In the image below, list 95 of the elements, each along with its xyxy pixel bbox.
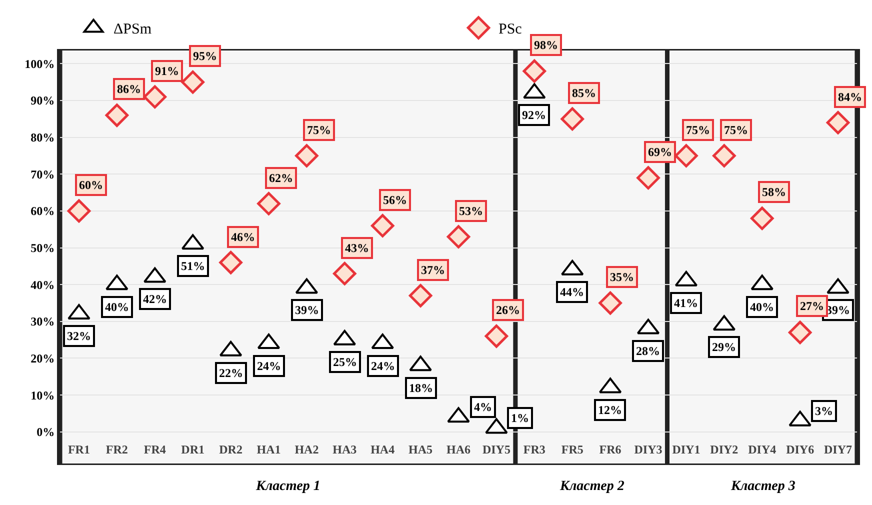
x-tick-label: DIY5 [482,442,510,457]
data-label: 58% [762,185,786,199]
data-label: 24% [371,359,395,373]
data-label: 75% [686,123,710,137]
data-label: 40% [750,300,774,314]
y-tick-label: 10% [30,388,55,402]
data-label: 69% [648,145,672,159]
point [67,199,91,223]
x-tick-label: FR2 [106,442,128,457]
x-tick-label: HA5 [408,442,433,457]
data-label: 24% [257,359,281,373]
data-label: 75% [307,123,331,137]
data-label: 95% [193,49,217,63]
data-label: 29% [712,340,736,354]
band-label: Кластер 1 [255,479,320,494]
point [370,214,394,238]
data-label: 46% [231,230,255,244]
data-label: 41% [674,296,698,310]
band-label: Кластер 2 [559,479,624,494]
point [674,144,698,168]
x-tick-label: FR5 [561,442,584,457]
y-tick-label: 20% [30,351,55,366]
data-label: 84% [838,90,862,104]
point [219,250,242,274]
data-label: 51% [181,259,205,273]
y-tick-label: 50% [30,241,55,255]
point [332,262,356,286]
point [750,206,774,230]
x-tick-label: HA4 [370,442,395,457]
point [295,144,318,168]
point [143,85,167,109]
x-tick-label: DR2 [219,442,242,457]
x-tick-label: HA6 [446,442,470,457]
data-label: 39% [295,303,319,317]
x-tick-label: DIY3 [634,442,662,457]
data-label: 42% [143,292,167,306]
legend-label: PSc [498,22,522,38]
data-label: 26% [496,303,520,317]
data-label: 86% [117,82,141,96]
legend-label: ΔPSm [114,22,152,38]
point [181,70,204,94]
data-label: 40% [105,300,129,314]
x-tick-label: DIY7 [824,442,852,457]
band-label: Кластер 3 [730,479,796,494]
x-tick-label: DIY4 [748,442,776,457]
y-tick-label: 0% [36,425,55,440]
y-tick-label: 100% [24,56,55,71]
x-tick-label: FR4 [144,442,166,457]
y-tick-label: 40% [30,278,55,292]
x-tick-label: FR3 [523,442,546,457]
point [522,59,546,83]
data-label: 27% [800,299,824,313]
data-label: 56% [383,193,407,207]
data-label: 12% [598,403,622,417]
x-tick-label: HA2 [294,442,319,457]
data-label: 18% [409,381,433,395]
data-label: 32% [67,329,91,343]
point [636,166,660,190]
x-tick-label: FR6 [599,442,622,457]
data-label: 98% [534,38,558,52]
data-label: 3% [815,404,833,418]
point [826,110,850,134]
x-tick-label: HA1 [256,442,281,457]
data-label: 92% [522,108,546,122]
data-label: 60% [79,178,103,192]
y-tick-label: 30% [30,314,55,329]
y-tick-label: 80% [30,130,55,145]
point [446,225,470,248]
data-label: 37% [421,263,445,277]
x-tick-label: DIY1 [672,442,700,457]
point [560,107,584,131]
data-label: 25% [333,355,357,369]
data-label: 4% [474,400,492,414]
data-label: 91% [155,64,179,78]
point [257,192,280,216]
x-tick-label: FR1 [68,442,90,457]
x-tick-label: DR1 [181,442,204,457]
data-label: 43% [345,241,369,255]
data-label: 28% [636,344,660,358]
y-tick-label: 70% [30,167,55,182]
data-label: 75% [724,123,748,137]
data-label: 44% [560,285,584,299]
data-label: 85% [572,86,596,100]
data-label: 1% [511,411,529,425]
x-tick-label: HA3 [332,442,357,457]
y-tick-label: 60% [30,204,55,218]
x-tick-label: DIY2 [710,442,738,457]
y-tick-label: 90% [30,94,55,108]
data-label: 53% [459,204,483,218]
point [712,144,736,168]
data-label: 35% [610,270,634,284]
point [105,104,129,127]
x-tick-label: DIY6 [786,442,814,457]
data-label: 22% [219,366,243,380]
data-label: 62% [269,171,293,185]
